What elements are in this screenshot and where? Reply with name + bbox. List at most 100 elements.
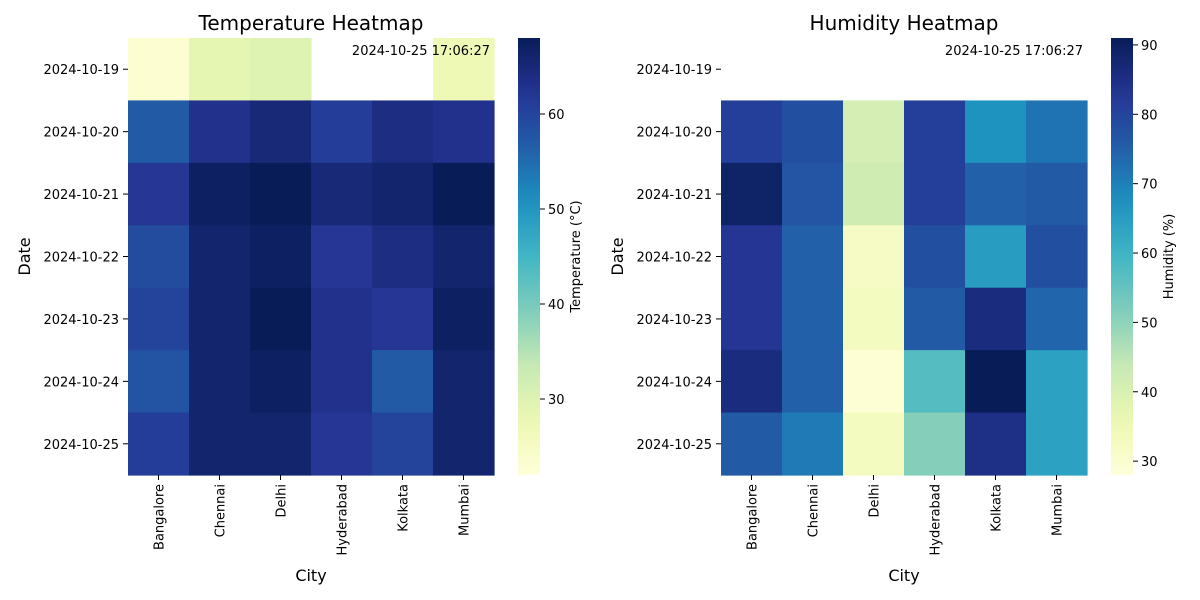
heatmap-cell [965, 225, 1027, 289]
heatmap-cell [128, 100, 190, 164]
heatmap-cell [250, 287, 312, 351]
heatmap-cell [843, 225, 905, 289]
heatmap-cell [189, 225, 251, 289]
heatmap-cell [904, 412, 966, 476]
heatmap-cell [189, 38, 251, 102]
y-tick-label: 2024-10-25 [636, 438, 712, 453]
x-tick-label: Kolkata [990, 484, 1005, 532]
heatmap-cell [128, 162, 190, 226]
heatmap-cell [904, 100, 966, 164]
heatmap-cell [965, 100, 1027, 164]
y-axis-label: Date [15, 237, 34, 275]
heatmap-cell [250, 162, 312, 226]
colorbar-tick-label: 80 [1141, 108, 1158, 123]
heatmap-cell [843, 100, 905, 164]
heatmap-cell [433, 162, 495, 226]
heatmap-cell [904, 225, 966, 289]
x-tick-label: Mumbai [458, 484, 473, 536]
heatmap-cell [843, 162, 905, 226]
heatmap-cell [128, 38, 190, 102]
heatmap-panel-1: Temperature Heatmap 2024-10-25 17:06:27 20… [15, 11, 584, 585]
heatmap-cell [250, 38, 312, 102]
heatmap-cell [372, 350, 434, 414]
y-tick-label: 2024-10-23 [43, 313, 119, 328]
heatmap-cell [372, 287, 434, 351]
colorbar-tick-label: 50 [548, 203, 565, 218]
heatmap-cell [721, 350, 783, 414]
heatmap-cell [311, 100, 373, 164]
colorbar-tick-label: 60 [1141, 247, 1158, 262]
y-tick-label: 2024-10-23 [636, 313, 712, 328]
heatmap-cell [189, 162, 251, 226]
heatmap-cell [721, 225, 783, 289]
heatmap-cell [782, 287, 844, 351]
heatmap-cell [721, 412, 783, 476]
heatmap-cell [250, 225, 312, 289]
heatmap-cell [128, 350, 190, 414]
x-tick-label: Kolkata [397, 484, 412, 532]
colorbar-label: Humidity (%) [1162, 214, 1177, 300]
heatmap-cells [128, 38, 495, 476]
heatmap-cell [372, 100, 434, 164]
heatmap-cell [372, 225, 434, 289]
y-tick-label: 2024-10-22 [636, 251, 712, 266]
colorbar-tick-label: 30 [548, 393, 565, 408]
timestamp-annotation: 2024-10-25 17:06:27 [945, 44, 1083, 59]
colorbar-tick-label: 60 [548, 108, 565, 123]
heatmap-cell [433, 100, 495, 164]
x-axis-label: City [295, 566, 326, 585]
colorbar-tick-label: 30 [1141, 455, 1158, 470]
x-tick-label: Mumbai [1051, 484, 1066, 536]
x-tick-label: Delhi [868, 484, 883, 517]
x-tick-label: Chennai [807, 484, 822, 537]
colorbar [1111, 38, 1133, 475]
heatmap-panel-2: Humidity Heatmap 2024-10-25 17:06:27 2024-… [608, 11, 1177, 585]
heatmap-cell [250, 100, 312, 164]
chart-title: Humidity Heatmap [810, 11, 999, 35]
heatmap-cell [433, 287, 495, 351]
heatmap-cell [128, 225, 190, 289]
heatmap-cell [433, 225, 495, 289]
heatmap-cell [904, 162, 966, 226]
heatmap-cell [311, 162, 373, 226]
heatmap-cell [1026, 100, 1088, 164]
colorbar-tick-label: 50 [1141, 316, 1158, 331]
y-tick-label: 2024-10-20 [636, 126, 712, 141]
heatmap-cell [372, 162, 434, 226]
x-axis-label: City [888, 566, 919, 585]
heatmap-cell [843, 350, 905, 414]
heatmap-cell [250, 350, 312, 414]
x-tick-label: Bangalore [746, 484, 761, 550]
heatmap-cell [782, 100, 844, 164]
heatmap-cell [311, 287, 373, 351]
y-tick-label: 2024-10-22 [43, 251, 119, 266]
heatmap-cell [721, 287, 783, 351]
heatmap-cell [965, 162, 1027, 226]
heatmap-cell [433, 350, 495, 414]
y-tick-label: 2024-10-24 [636, 375, 712, 390]
heatmap-cell [1026, 412, 1088, 476]
heatmap-cell [782, 412, 844, 476]
heatmap-cell [128, 287, 190, 351]
colorbar-tick-label: 40 [548, 298, 565, 313]
heatmap-cell [189, 100, 251, 164]
heatmap-cell [782, 162, 844, 226]
y-tick-label: 2024-10-24 [43, 375, 119, 390]
heatmap-cell [1026, 350, 1088, 414]
heatmap-cell [433, 38, 495, 102]
chart-title: Temperature Heatmap [198, 11, 424, 35]
heatmap-cell [189, 412, 251, 476]
colorbar-tick-label: 90 [1141, 39, 1158, 54]
colorbar-label: Temperature (°C) [569, 200, 584, 313]
heatmap-cell [372, 412, 434, 476]
y-tick-label: 2024-10-20 [43, 126, 119, 141]
y-tick-label: 2024-10-25 [43, 438, 119, 453]
heatmap-cell [311, 350, 373, 414]
heatmap-cell [782, 350, 844, 414]
heatmap-cell [433, 412, 495, 476]
y-tick-label: 2024-10-19 [636, 63, 712, 78]
x-tick-label: Hyderabad [336, 484, 351, 556]
colorbar-tick-label: 40 [1141, 386, 1158, 401]
heatmap-cell [843, 412, 905, 476]
